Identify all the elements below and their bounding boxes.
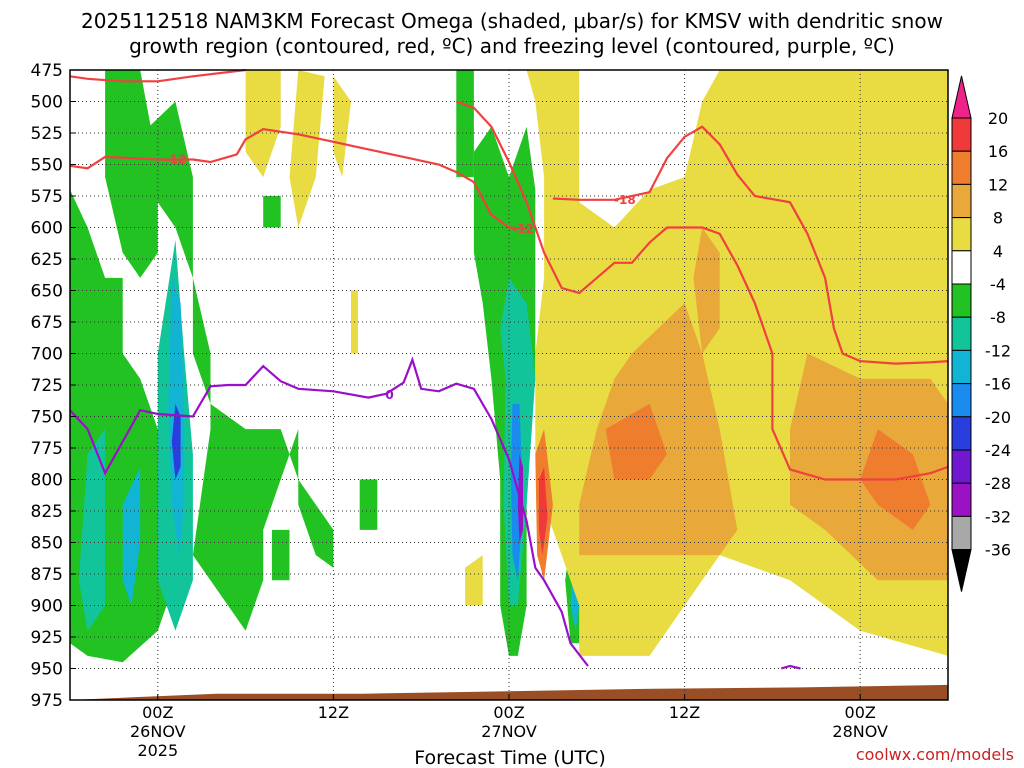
colorbar-label: -20	[985, 408, 1011, 427]
y-tick-label: 600	[31, 219, 63, 239]
colorbar-bin	[951, 349, 972, 385]
colorbar-label: -24	[985, 441, 1011, 460]
y-tick-label: 700	[31, 345, 63, 365]
y-tick-label: 875	[31, 565, 63, 585]
freezing-level-label: 0	[385, 388, 393, 402]
ground	[70, 684, 948, 700]
grid	[70, 70, 948, 700]
colorbar-label: -36	[985, 541, 1011, 560]
colorbar-bin	[951, 383, 972, 418]
x-tick-date: 27NOV	[481, 722, 537, 741]
colorbar-label: -28	[985, 474, 1011, 493]
x-tick-label: 00Z	[845, 703, 876, 722]
omega-region	[538, 466, 548, 556]
colorbar-label: -32	[985, 507, 1011, 526]
y-tick-label: 500	[31, 93, 63, 113]
omega-region	[359, 479, 378, 530]
omega-region	[171, 403, 181, 480]
omega-region	[579, 303, 738, 556]
y-tick-label: 850	[31, 534, 63, 554]
y-tick-label: 525	[31, 124, 63, 144]
colorbar-label: 4	[993, 242, 1003, 261]
x-axis-label: Forecast Time (UTC)	[414, 747, 605, 768]
colorbar-bottom-arrow	[951, 549, 972, 592]
colorbar-bin	[951, 316, 972, 351]
colorbar-label: 16	[988, 142, 1008, 161]
colorbar-bin	[951, 217, 972, 252]
colorbar-bin	[951, 416, 972, 451]
omega-region	[271, 529, 290, 581]
y-tick-label: 550	[31, 156, 63, 176]
x-tick-date: 26NOV	[130, 722, 186, 741]
credit-text: coolwx.com/models	[856, 745, 1014, 764]
ground-fill	[70, 684, 948, 700]
dgz-contour-label: -12	[512, 222, 534, 236]
y-tick-label: 475	[31, 61, 63, 81]
x-tick-year: 2025	[137, 741, 178, 760]
omega-region	[263, 196, 281, 228]
freezing-level: 0	[69, 356, 801, 670]
y-axis: 475 500 525 550 575 600 625 650 675 700 725 750 775 8…	[31, 61, 76, 711]
colorbar-label: -4	[990, 275, 1006, 294]
colorbar-bin	[951, 117, 972, 152]
omega-region	[605, 403, 667, 480]
y-tick-label: 825	[31, 502, 63, 522]
dgz-contour-line	[552, 125, 949, 365]
omega-region	[149, 101, 334, 631]
dgz-contour-label: -12	[165, 152, 187, 166]
y-tick-label: 575	[31, 187, 63, 207]
colorbar-bin	[951, 250, 972, 285]
x-tick-label: 12Z	[669, 703, 700, 722]
omega-region	[122, 466, 141, 606]
colorbar-label: 20	[988, 109, 1008, 128]
omega-region	[105, 70, 158, 278]
y-tick-label: 775	[31, 439, 63, 459]
colorbar-bin	[951, 150, 972, 185]
omega-region	[289, 70, 325, 228]
omega-region	[456, 70, 474, 178]
y-tick-label: 900	[31, 597, 63, 617]
dgz-contour-line	[69, 128, 527, 230]
colorbar-bin	[951, 283, 972, 318]
omega-shading	[70, 70, 948, 663]
y-tick-label: 800	[31, 471, 63, 491]
dgz-contours: -12 -12 -18	[69, 68, 949, 481]
omega-region	[245, 70, 281, 178]
colorbar-label: -8	[990, 308, 1006, 327]
omega-region	[465, 555, 483, 606]
x-tick-label: 00Z	[142, 703, 173, 722]
y-tick-label: 925	[31, 628, 63, 648]
x-tick-date: 28NOV	[832, 722, 888, 741]
x-tick-label: 12Z	[318, 703, 349, 722]
colorbar-bin	[951, 515, 972, 551]
colorbar-bin	[951, 183, 972, 219]
colorbar: 20 16 12 8 4 -4 -8 -12 -16 -20 -24 -28 -32 -36	[951, 75, 1011, 592]
freezing-level-line	[780, 664, 801, 670]
freezing-level-line	[69, 356, 589, 667]
colorbar-bin	[951, 449, 972, 484]
y-tick-label: 650	[31, 282, 63, 302]
y-tick-label: 950	[31, 660, 63, 680]
chart-title-line1: 2025112518 NAM3KM Forecast Omega (shaded…	[81, 9, 943, 33]
y-tick-label: 675	[31, 313, 63, 333]
dgz-contour-line	[69, 68, 246, 83]
y-tick-label: 750	[31, 408, 63, 428]
y-tick-label: 725	[31, 376, 63, 396]
dgz-contour-label: -18	[614, 193, 636, 207]
y-tick-label: 625	[31, 250, 63, 270]
chart-title-line2: growth region (contoured, red, ºC) and f…	[129, 34, 895, 58]
colorbar-label: -16	[985, 375, 1011, 394]
colorbar-label: -12	[985, 341, 1011, 360]
colorbar-label: 12	[988, 175, 1008, 194]
colorbar-top-arrow	[951, 75, 972, 119]
y-tick-label: 975	[31, 691, 63, 711]
x-tick-label: 00Z	[493, 703, 524, 722]
colorbar-bin	[951, 482, 972, 517]
dgz-contour-line	[455, 100, 949, 481]
colorbar-label: 8	[993, 209, 1003, 228]
